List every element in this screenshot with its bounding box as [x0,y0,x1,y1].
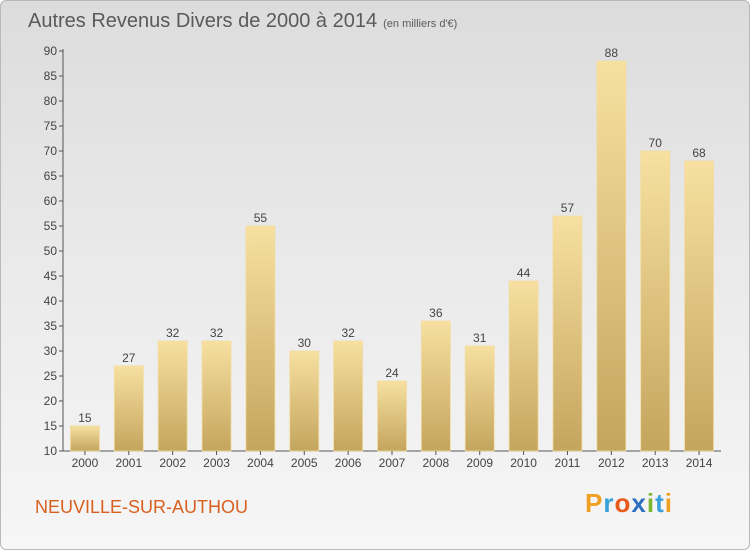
y-tick-label: 50 [44,244,58,258]
logo-letter: i [664,488,673,518]
bar [640,150,671,452]
y-tick-label: 15 [44,419,58,433]
x-tick-label: 2008 [423,456,450,470]
bar [552,215,583,452]
bar [157,340,188,452]
proxiti-logo: Proxiti [585,488,673,519]
y-tick-label: 25 [44,369,58,383]
x-tick-label: 2006 [335,456,362,470]
y-tick-label: 45 [44,269,58,283]
bar [420,320,451,452]
y-tick-label: 40 [44,294,58,308]
bar [684,160,714,452]
bar-value-label: 70 [649,136,663,150]
x-tick-label: 2000 [72,456,99,470]
y-tick-label: 10 [44,444,58,458]
x-tick-label: 2002 [159,456,186,470]
logo-letter: x [631,488,647,518]
bar [333,340,364,452]
location-label: NEUVILLE-SUR-AUTHOU [35,497,249,517]
x-tick-label: 2005 [291,456,318,470]
y-tick-label: 80 [44,94,58,108]
y-tick-label: 75 [44,119,58,133]
y-tick-label: 20 [44,394,58,408]
x-tick-label: 2013 [642,456,669,470]
x-tick-label: 2007 [379,456,406,470]
x-tick-label: 2001 [115,456,142,470]
bar-value-label: 44 [517,266,531,280]
bar [464,345,495,452]
bar [508,280,539,452]
bar-value-label: 32 [341,326,355,340]
bar-value-label: 68 [692,146,706,160]
bar-value-label: 24 [385,366,399,380]
x-tick-label: 2010 [510,456,537,470]
logo-letter: P [585,488,604,518]
bar-value-label: 57 [561,201,575,215]
bar [596,60,627,452]
logo-letter: i [646,488,656,518]
bar [113,365,144,452]
bar [201,340,232,452]
logo-letter: t [655,488,665,518]
x-tick-label: 2003 [203,456,230,470]
bar [377,380,407,452]
bar-value-label: 88 [605,46,619,60]
bar-value-label: 31 [473,331,487,345]
y-tick-label: 55 [44,219,58,233]
bar-value-label: 30 [298,336,312,350]
y-tick-label: 70 [44,144,58,158]
y-tick-label: 85 [44,69,58,83]
bar-value-label: 55 [254,211,268,225]
bar [289,350,320,452]
bar-value-label: 32 [210,326,224,340]
bar-value-label: 15 [78,411,92,425]
y-tick-label: 60 [44,194,58,208]
bar [245,225,276,452]
y-tick-label: 30 [44,344,58,358]
x-tick-label: 2014 [686,456,713,470]
chart-title: Autres Revenus Divers de 2000 à 2014 (en … [28,10,457,33]
y-tick-label: 65 [44,169,58,183]
bar-value-label: 27 [122,351,136,365]
bar [70,425,100,452]
logo-letter: o [614,488,632,518]
x-tick-label: 2004 [247,456,274,470]
y-tick-label: 35 [44,319,58,333]
logo-letter: r [603,488,615,518]
x-tick-label: 2011 [555,456,581,470]
chart-subtitle: (en milliers d'€) [383,18,458,30]
y-tick-label: 90 [44,44,58,58]
bar-value-label: 32 [166,326,180,340]
x-tick-label: 2012 [598,456,625,470]
bar-value-label: 36 [429,306,443,320]
chart-title-text: Autres Revenus Divers de 2000 à 2014 [28,10,378,32]
x-tick-label: 2009 [466,456,493,470]
